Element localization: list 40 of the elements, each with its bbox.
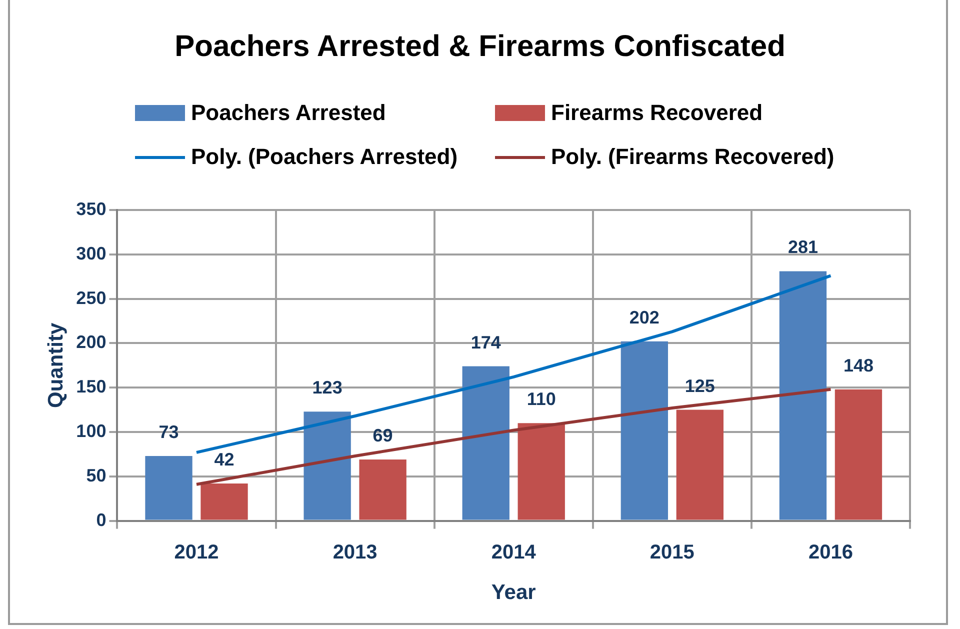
bar: [779, 271, 827, 520]
data-label: 110: [526, 389, 556, 410]
data-label: 125: [684, 376, 715, 396]
y-tick-label: 200: [76, 332, 106, 352]
data-label: 202: [629, 307, 660, 328]
bar: [518, 423, 565, 520]
y-tick-label: 350: [76, 198, 106, 219]
legend-label: Poly. (Firearms Recovered): [551, 144, 834, 170]
x-tick-label: 2012: [174, 541, 219, 564]
y-tick-label: 0: [96, 510, 106, 530]
x-tick-label: 2013: [332, 541, 378, 564]
data-label: 281: [788, 237, 818, 258]
y-tick-label: 100: [76, 420, 106, 441]
data-label: 73: [158, 422, 179, 442]
data-label: 69: [372, 425, 393, 446]
bar: [359, 460, 406, 520]
y-axis-title: Quantity: [44, 322, 68, 408]
x-tick-label: 2014: [491, 541, 537, 564]
chart-title: Poachers Arrested & Firearms Confiscated: [174, 30, 786, 64]
data-label: 174: [470, 332, 501, 352]
bar: [304, 412, 351, 520]
bar: [834, 389, 882, 520]
x-tick-label: 2015: [650, 541, 694, 564]
legend-label: Firearms Recovered: [551, 100, 763, 126]
y-tick-label: 250: [76, 288, 106, 308]
x-tick-label: 2016: [808, 541, 853, 564]
data-label: 42: [214, 449, 234, 470]
bar: [620, 341, 668, 520]
y-tick-label: 300: [76, 243, 106, 264]
legend-label: Poly. (Poachers Arrested): [191, 144, 458, 170]
y-tick-label: 50: [86, 465, 106, 486]
legend-label: Poachers Arrested: [191, 100, 386, 126]
bar: [145, 456, 192, 520]
data-label: 123: [312, 378, 342, 398]
bar: [200, 484, 248, 520]
bar: [462, 366, 510, 520]
bar: [676, 410, 724, 520]
x-axis-title: Year: [491, 581, 536, 604]
data-label: 148: [843, 355, 874, 376]
y-tick-label: 150: [76, 376, 106, 397]
